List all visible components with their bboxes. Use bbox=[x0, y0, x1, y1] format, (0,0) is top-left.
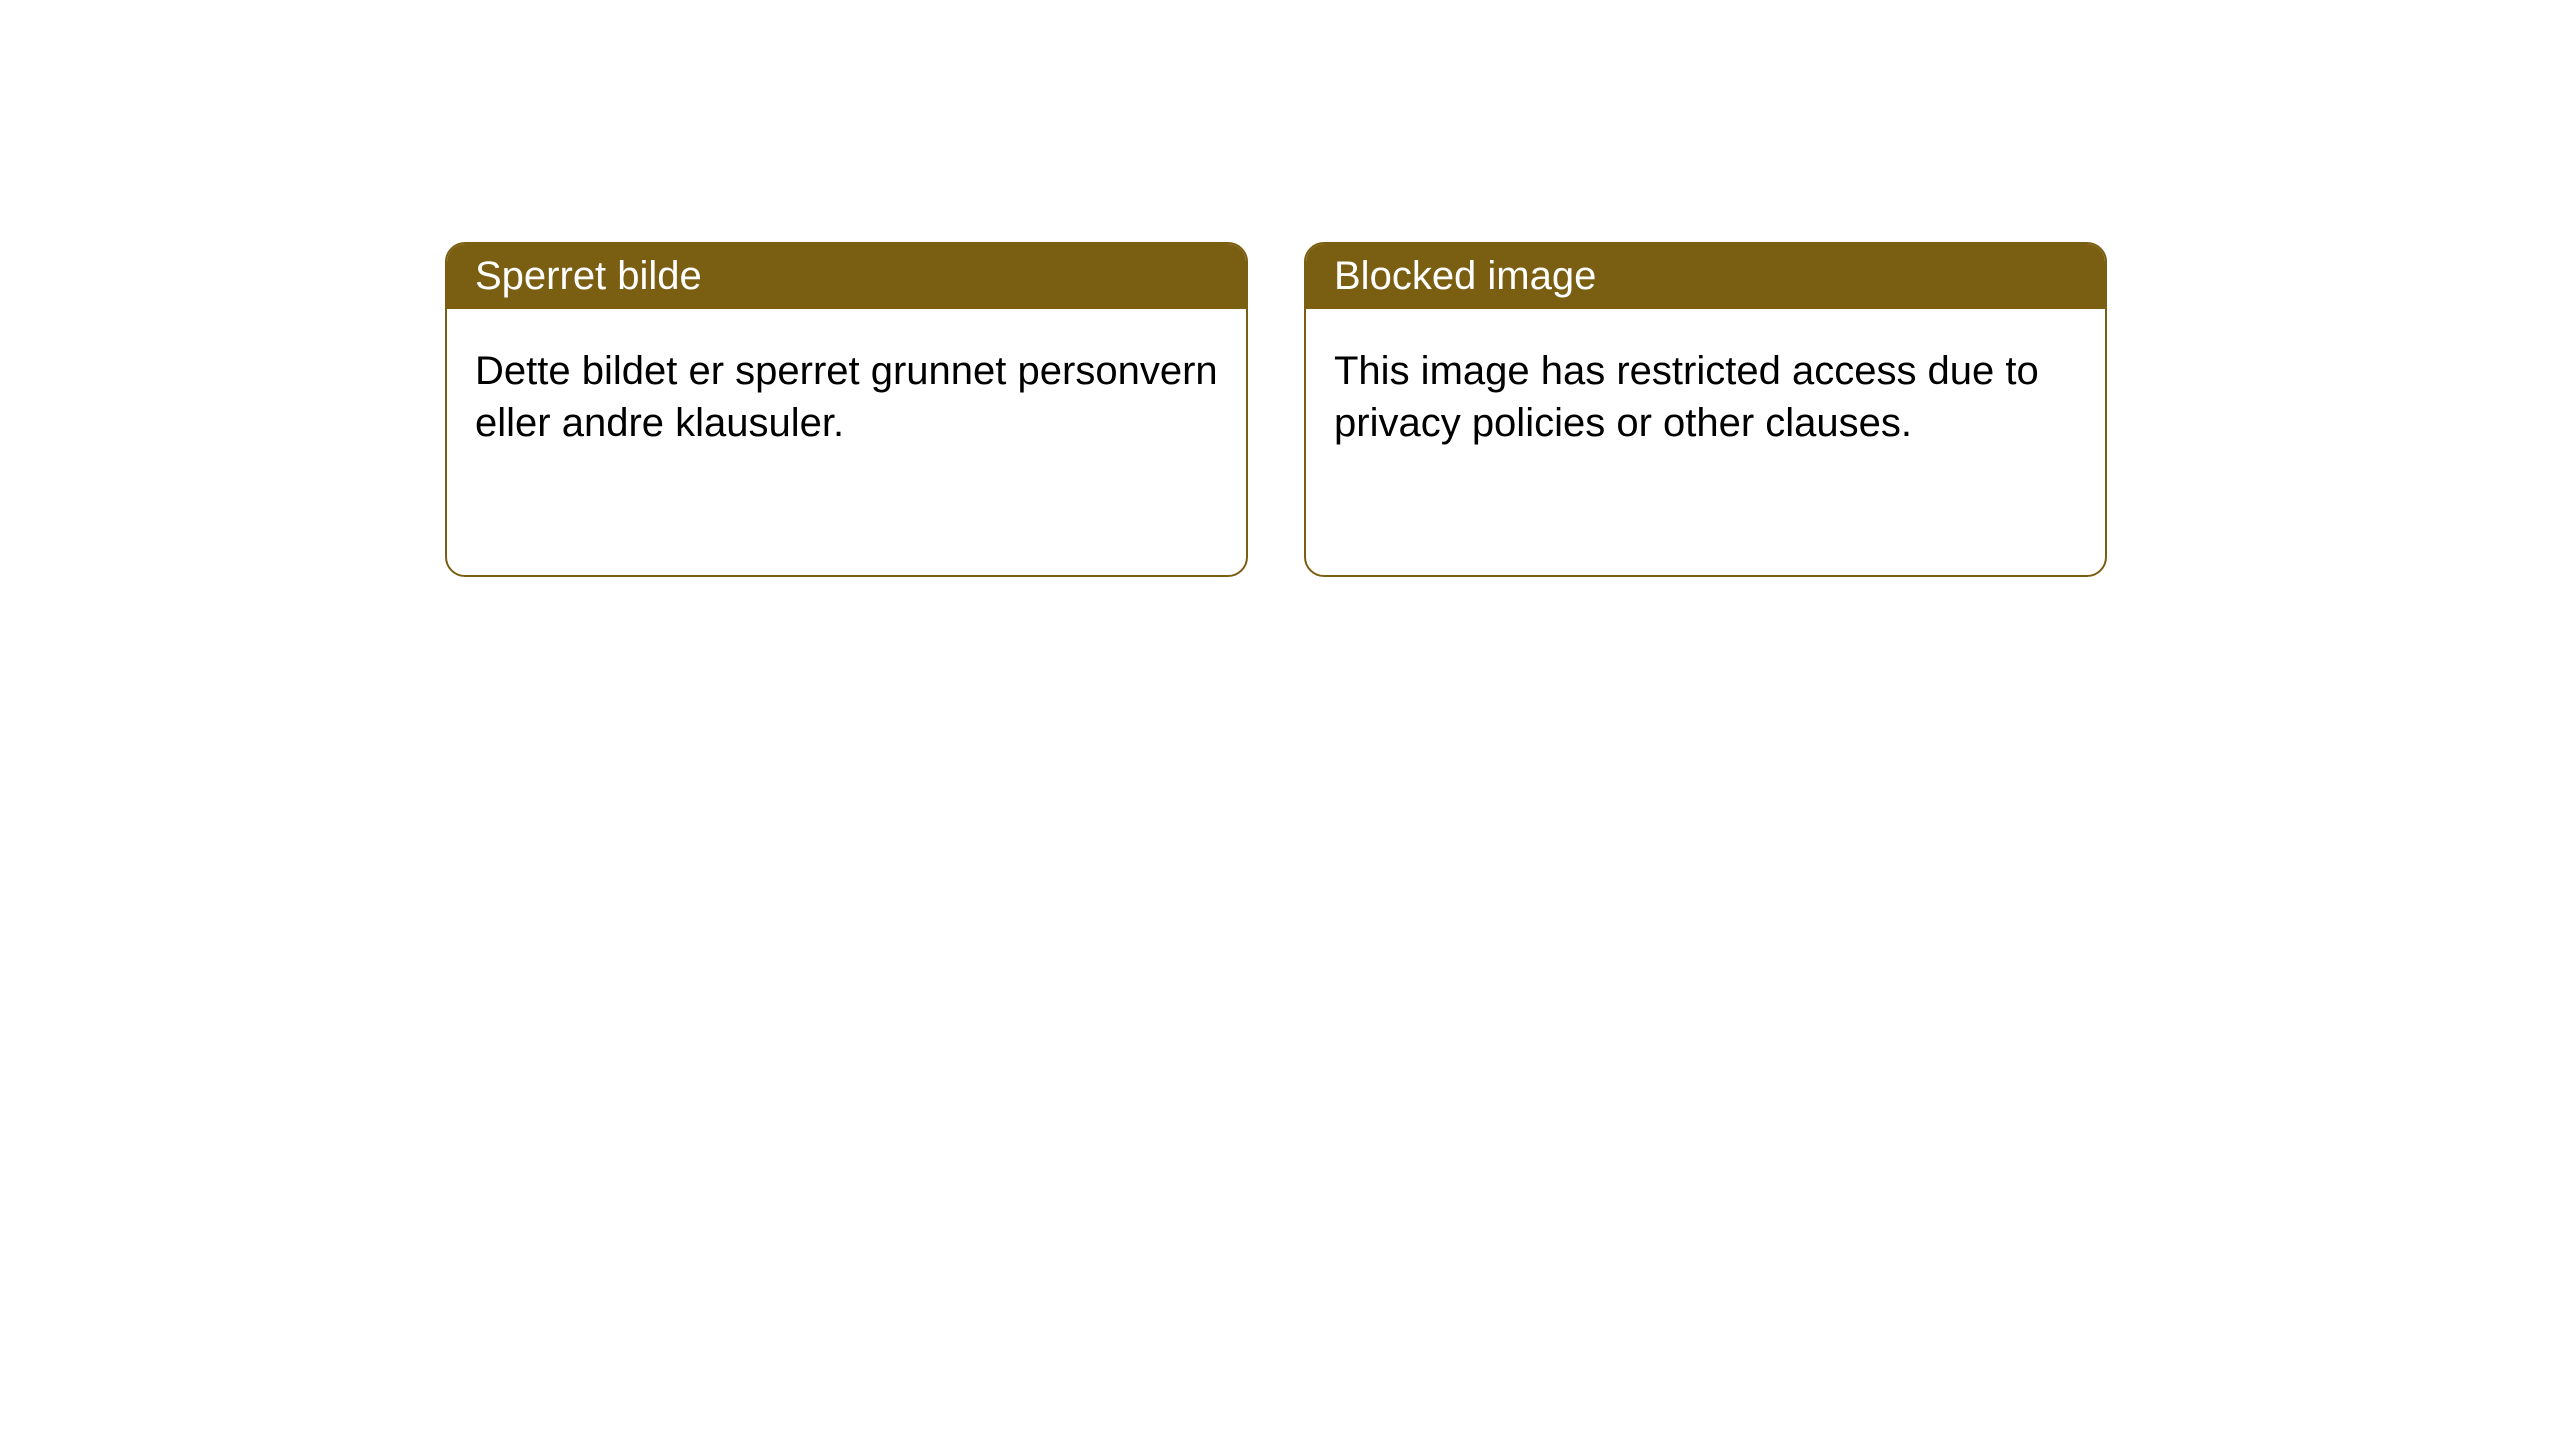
card-title-en: Blocked image bbox=[1334, 254, 1596, 298]
card-header-en: Blocked image bbox=[1306, 244, 2105, 309]
cards-container: Sperret bilde Dette bildet er sperret gr… bbox=[0, 0, 2560, 577]
blocked-image-card-no: Sperret bilde Dette bildet er sperret gr… bbox=[445, 242, 1248, 577]
card-title-no: Sperret bilde bbox=[475, 254, 702, 298]
card-text-en: This image has restricted access due to … bbox=[1334, 349, 2039, 445]
card-text-no: Dette bildet er sperret grunnet personve… bbox=[475, 349, 1218, 445]
card-body-no: Dette bildet er sperret grunnet personve… bbox=[447, 309, 1246, 485]
card-header-no: Sperret bilde bbox=[447, 244, 1246, 309]
card-body-en: This image has restricted access due to … bbox=[1306, 309, 2105, 485]
blocked-image-card-en: Blocked image This image has restricted … bbox=[1304, 242, 2107, 577]
